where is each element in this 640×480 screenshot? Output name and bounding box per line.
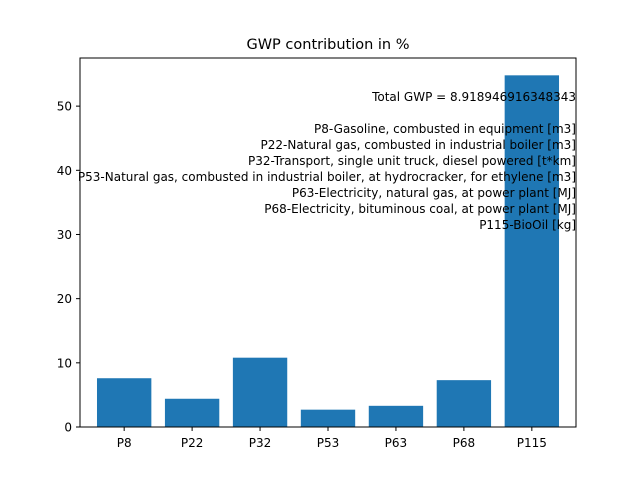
annotation-line: Total GWP = 8.918946916348343 <box>371 90 576 104</box>
bar-p115 <box>504 75 560 427</box>
bar-p68 <box>436 380 492 427</box>
annotation-line: P22-Natural gas, combusted in industrial… <box>261 138 576 152</box>
x-axis: P8 P22 P32 P53 P63 P68 P115 <box>117 427 547 450</box>
annotation-text-block: Total GWP = 8.918946916348343 P8-Gasoline… <box>78 90 576 232</box>
x-tick-label-p63: P63 <box>385 436 408 450</box>
bar-p22 <box>164 398 220 427</box>
bar-p8 <box>96 378 152 427</box>
x-tick-label-p32: P32 <box>249 436 272 450</box>
y-axis: 0 10 20 30 40 50 <box>57 100 80 435</box>
y-tick-label: 10 <box>57 356 72 370</box>
annotation-line: P68-Electricity, bituminous coal, at pow… <box>264 202 576 216</box>
x-tick-label-p8: P8 <box>117 436 132 450</box>
bar-p63 <box>368 405 424 427</box>
y-tick-label: 20 <box>57 292 72 306</box>
plot-frame <box>79 57 577 428</box>
bars-group <box>96 75 560 427</box>
x-tick-label-p22: P22 <box>181 436 204 450</box>
bar-p32 <box>232 357 288 427</box>
annotation-line: P115-BioOil [kg] <box>479 218 576 232</box>
x-tick-label-p68: P68 <box>453 436 476 450</box>
y-tick-label: 0 <box>64 421 72 435</box>
chart-title: GWP contribution in % <box>246 37 409 53</box>
y-tick-label: 30 <box>57 228 72 242</box>
y-tick-label: 50 <box>57 100 72 114</box>
annotation-line: P63-Electricity, natural gas, at power p… <box>292 186 576 200</box>
x-tick-label-p115: P115 <box>517 436 547 450</box>
annotation-line: P8-Gasoline, combusted in equipment [m3] <box>314 122 576 136</box>
y-tick-label: 40 <box>57 164 72 178</box>
annotation-line: P53-Natural gas, combusted in industrial… <box>78 170 576 184</box>
x-tick-label-p53: P53 <box>317 436 340 450</box>
bar-p53 <box>300 409 356 427</box>
annotation-line: P32-Transport, single unit truck, diesel… <box>248 154 576 168</box>
